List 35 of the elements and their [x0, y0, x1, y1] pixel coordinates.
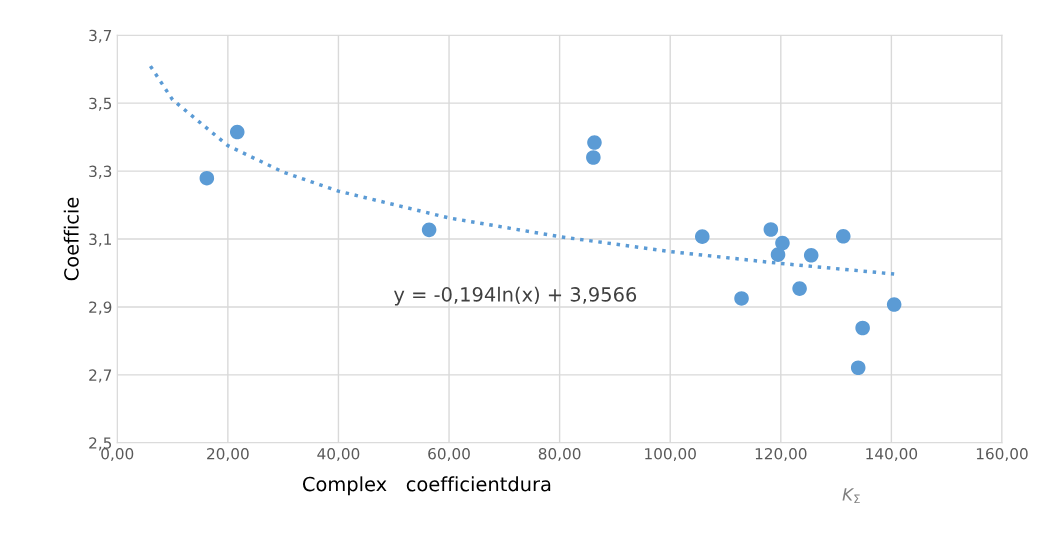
point [775, 235, 790, 251]
x-tick-label: 140,00 [866, 447, 918, 462]
y-tick-label: 3,1 [89, 233, 111, 247]
line-series [148, 64, 896, 276]
y-tick-label: 2,9 [89, 301, 112, 315]
point [587, 135, 602, 150]
x-tick-label: 100,00 [645, 447, 696, 462]
point [763, 222, 779, 237]
text: K$_{Σ}$ [842, 488, 860, 504]
point [586, 150, 601, 165]
x-tick-label: 80,00 [538, 447, 581, 462]
point [229, 124, 245, 140]
y-tick-label: 3,3 [89, 165, 112, 179]
x-tick-label: 20,00 [207, 447, 249, 462]
point [734, 291, 749, 306]
point [770, 247, 786, 262]
point [695, 229, 710, 244]
x-tick-label: 40,00 [317, 447, 360, 462]
point [855, 320, 870, 336]
x-tick-label: 60,00 [428, 447, 470, 462]
point [792, 281, 807, 296]
y-tick-label: 3,7 [89, 29, 112, 43]
annotation: y = -0,194ln(x) + 3,9566 [394, 286, 637, 306]
point [803, 248, 819, 263]
point [836, 229, 851, 244]
x-axis-title: Complex coefficientdura [302, 476, 551, 496]
point [199, 170, 215, 186]
point [421, 222, 437, 238]
point [850, 360, 866, 376]
y-axis-title: Coefficie [63, 197, 79, 281]
y-tick-label: 3,5 [89, 97, 112, 111]
point [886, 297, 902, 312]
x-tick-label: 160,00 [976, 447, 1028, 462]
x-tick-label: 120,00 [755, 447, 807, 462]
y-tick-label: 2,7 [89, 369, 112, 383]
